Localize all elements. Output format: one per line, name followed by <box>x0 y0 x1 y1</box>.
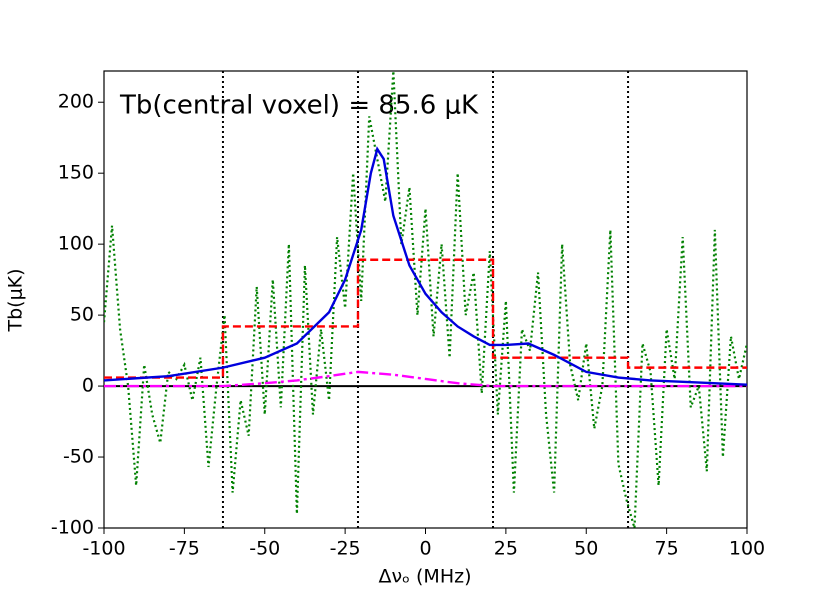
series-line <box>104 258 747 379</box>
y-tick-label: 0 <box>82 375 94 397</box>
x-tick-label: 75 <box>655 538 679 560</box>
y-tick-label: 150 <box>58 162 94 184</box>
x-tick-label: 0 <box>419 538 431 560</box>
series-line <box>104 146 747 386</box>
annotation: Tb(central voxel) = 85.6 μK <box>119 91 479 121</box>
plot-area <box>104 71 747 528</box>
series-line <box>104 370 747 388</box>
y-tick-label: 100 <box>58 233 94 255</box>
plot-frame <box>103 70 748 529</box>
x-tick-label: -100 <box>82 538 125 560</box>
y-tick-label: 50 <box>70 304 94 326</box>
x-tick-label: 25 <box>494 538 518 560</box>
x-tick-label: -75 <box>169 538 200 560</box>
y-tick-label: -100 <box>51 517 94 539</box>
y-axis-label: Tb(μK) <box>5 268 27 332</box>
x-tick-label: 100 <box>729 538 765 560</box>
y-tick-label: 200 <box>58 91 94 113</box>
x-tick-label: 50 <box>574 538 598 560</box>
x-axis-label: Δνₒ (MHz) <box>379 566 472 588</box>
x-tick-label: -50 <box>249 538 280 560</box>
series-line <box>104 71 747 528</box>
x-tick-label: -25 <box>330 538 361 560</box>
y-tick-label: -50 <box>63 446 94 468</box>
